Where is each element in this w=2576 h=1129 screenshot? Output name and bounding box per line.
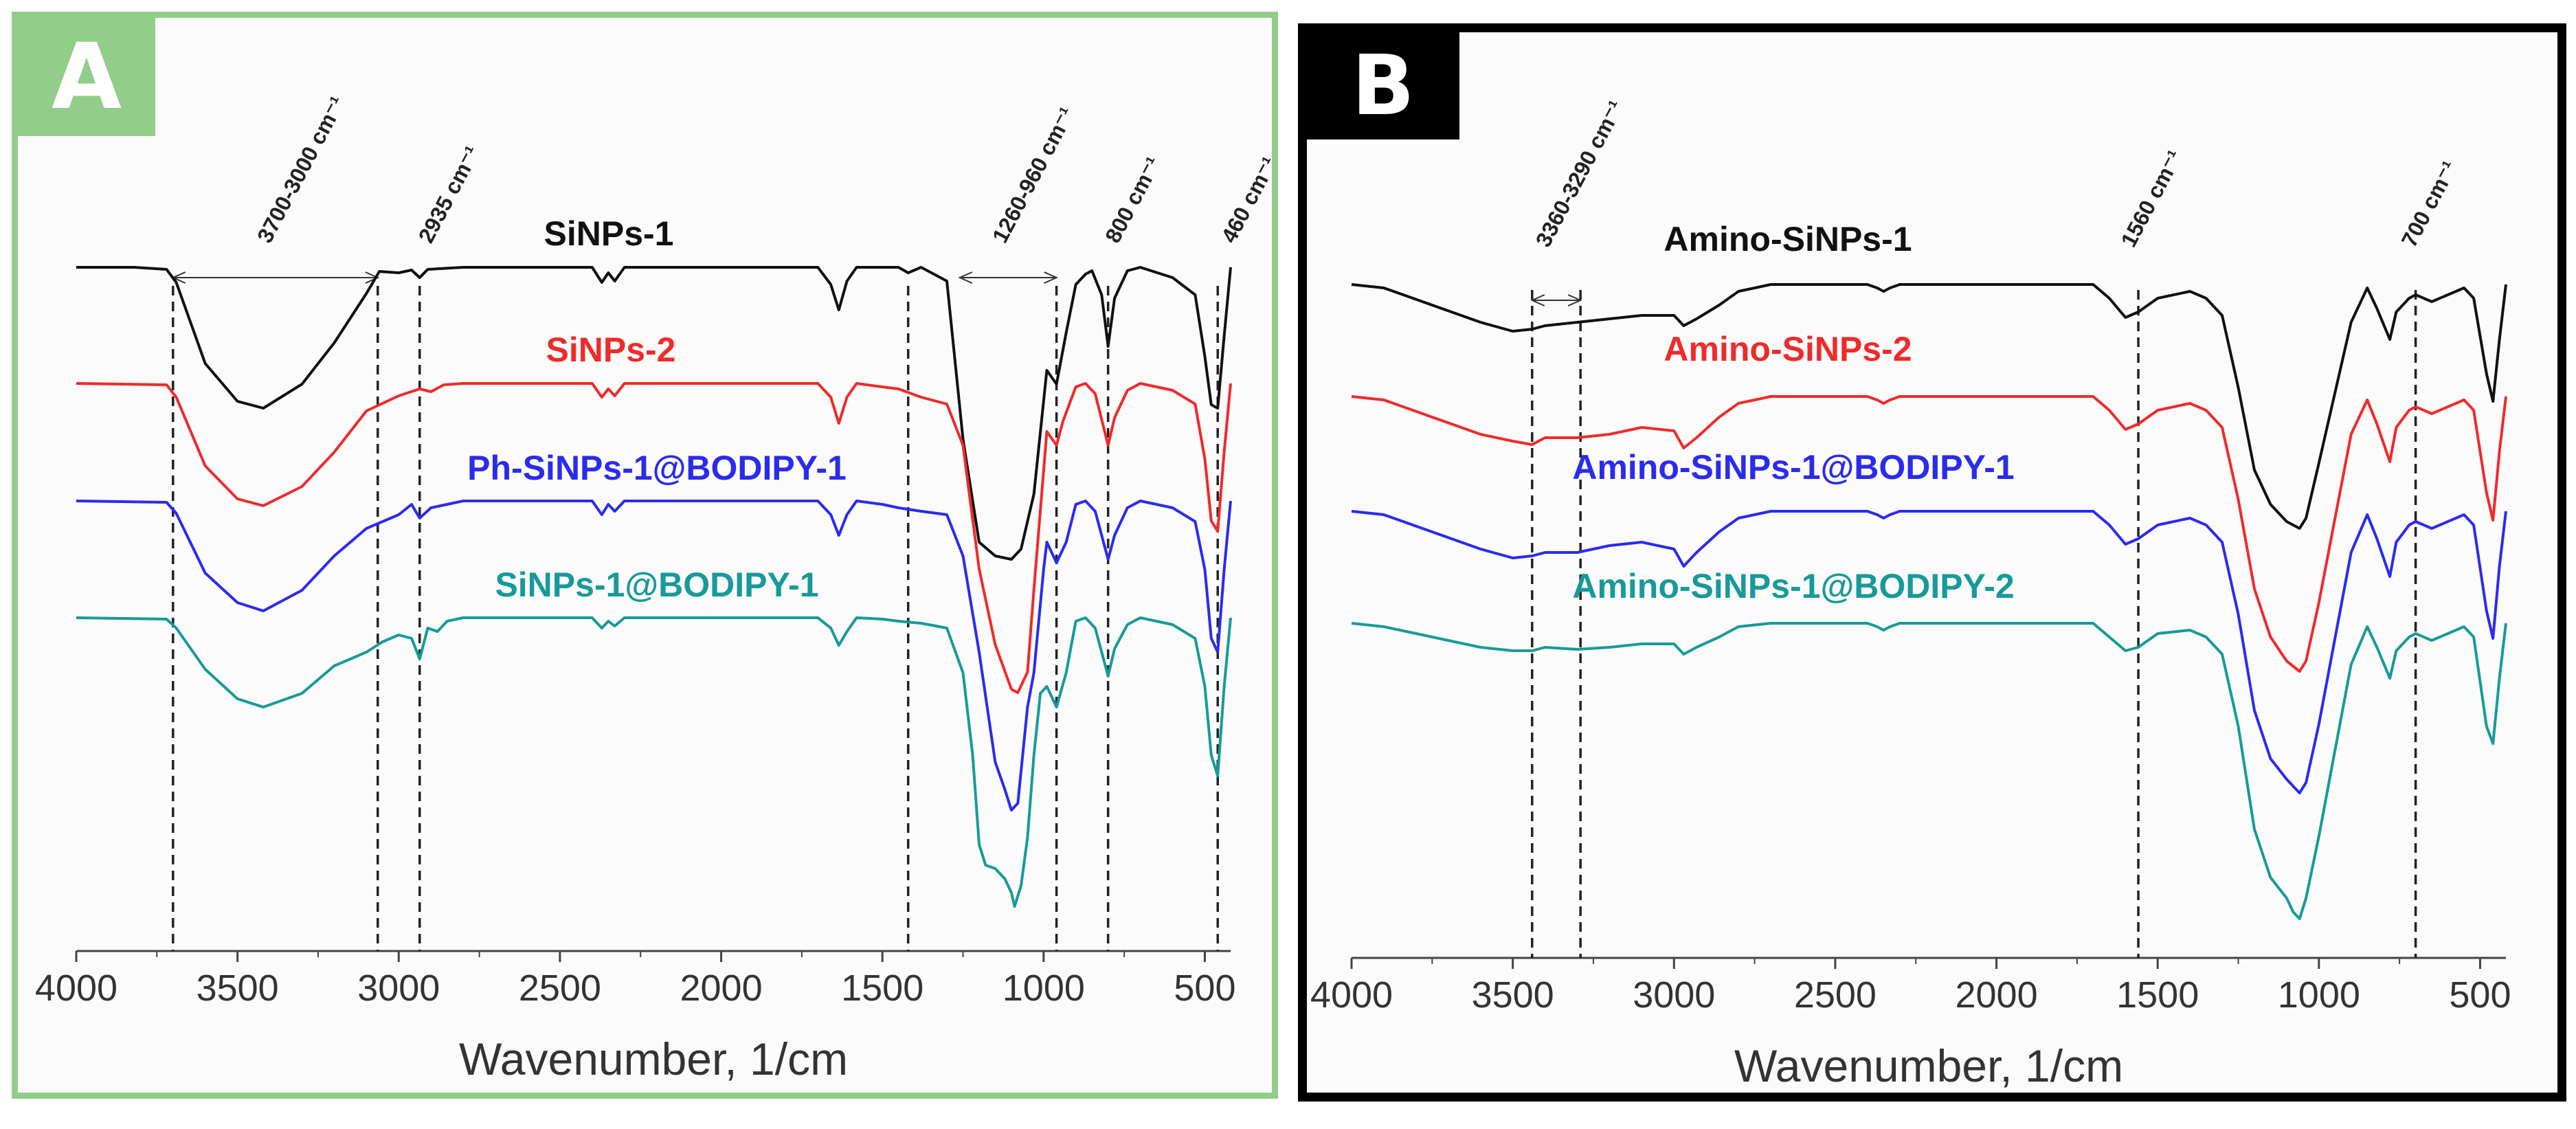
x-tick-label: 3000 xyxy=(357,968,440,1009)
series-label: Amino-SiNPs-1@BODIPY-1 xyxy=(1572,448,2014,487)
x-tick-label: 4000 xyxy=(1310,974,1393,1016)
x-axis-title: Wavenumber, 1/cm xyxy=(1734,1040,2123,1091)
panel-b-chart: 4000 3500 3000 2500 2000 1500 1000 500 Wavenumbe… xyxy=(1310,96,2511,1091)
spectrum-curve xyxy=(1351,622,2507,920)
x-tick-label: 3500 xyxy=(197,968,279,1009)
x-tick-label: 1000 xyxy=(2278,974,2360,1016)
range-arrow-head xyxy=(1530,294,1545,306)
spectrum-curve xyxy=(76,500,1232,812)
range-arrow-head xyxy=(958,271,973,284)
range-arrow-head xyxy=(1044,271,1059,284)
x-tick-label: 2000 xyxy=(1955,974,2037,1016)
range-arrow-head xyxy=(1567,294,1582,306)
series-label: SiNPs-1 xyxy=(544,214,674,253)
spectrum-curve xyxy=(76,382,1232,694)
peak-annotation: 1260-960 cm⁻¹ xyxy=(987,103,1079,247)
x-tick-label: 2500 xyxy=(1794,974,1877,1016)
panel-a-chart: 4000 3500 3000 2500 2000 1500 1000 500 Wavenumbe… xyxy=(35,92,1282,1084)
series-label: Ph-SiNPs-1@BODIPY-1 xyxy=(467,449,847,487)
peak-annotation: 800 cm⁻¹ xyxy=(1100,153,1166,247)
range-arrow-head xyxy=(365,271,380,284)
x-tick-label: 4000 xyxy=(35,968,117,1009)
x-tick-label: 2500 xyxy=(519,968,601,1009)
series-label: SiNPs-2 xyxy=(546,331,676,369)
spectrum-curve xyxy=(76,616,1232,908)
x-tick-label: 1500 xyxy=(2116,974,2199,1016)
x-axis-title: Wavenumber, 1/cm xyxy=(459,1033,848,1084)
x-tick-label: 3000 xyxy=(1633,974,1715,1016)
peak-annotation: 3360-3290 cm⁻¹ xyxy=(1531,96,1628,251)
peak-annotation: 460 cm⁻¹ xyxy=(1216,153,1282,247)
peak-annotation: 2935 cm⁻¹ xyxy=(414,142,485,247)
x-tick-label: 500 xyxy=(1174,968,1235,1009)
x-tick-label: 2000 xyxy=(680,968,762,1009)
panel-b-badge: B xyxy=(1307,32,1459,139)
series-label: Amino-SiNPs-1@BODIPY-2 xyxy=(1572,567,2014,605)
peak-annotation: 700 cm⁻¹ xyxy=(2397,157,2463,251)
series-label: Amino-SiNPs-1 xyxy=(1664,220,1912,258)
spectrum-curve xyxy=(76,266,1232,561)
x-tick-label: 3500 xyxy=(1472,974,1554,1016)
peak-annotation: 3700-3000 cm⁻¹ xyxy=(252,92,350,247)
x-tick-label: 1000 xyxy=(1003,968,1085,1009)
x-tick-label: 1500 xyxy=(841,968,923,1009)
peak-annotation: 1560 cm⁻¹ xyxy=(2116,146,2187,251)
panel-a: A 4000 3500 3000 2500 2000 1500 1000 500 Wavenum… xyxy=(12,12,1282,1099)
spectrum-curve xyxy=(1351,510,2507,794)
series-label: SiNPs-1@BODIPY-1 xyxy=(495,566,818,604)
spectrum-curve xyxy=(1351,395,2507,673)
panel-b: B 4000 3500 3000 2500 2000 1500 1000 500 Wavenum… xyxy=(1298,23,2566,1102)
panel-a-badge: A xyxy=(18,18,155,136)
x-tick-label: 500 xyxy=(2449,974,2511,1016)
series-label: Amino-SiNPs-2 xyxy=(1664,330,1912,368)
spectrum-curve xyxy=(1351,283,2507,530)
